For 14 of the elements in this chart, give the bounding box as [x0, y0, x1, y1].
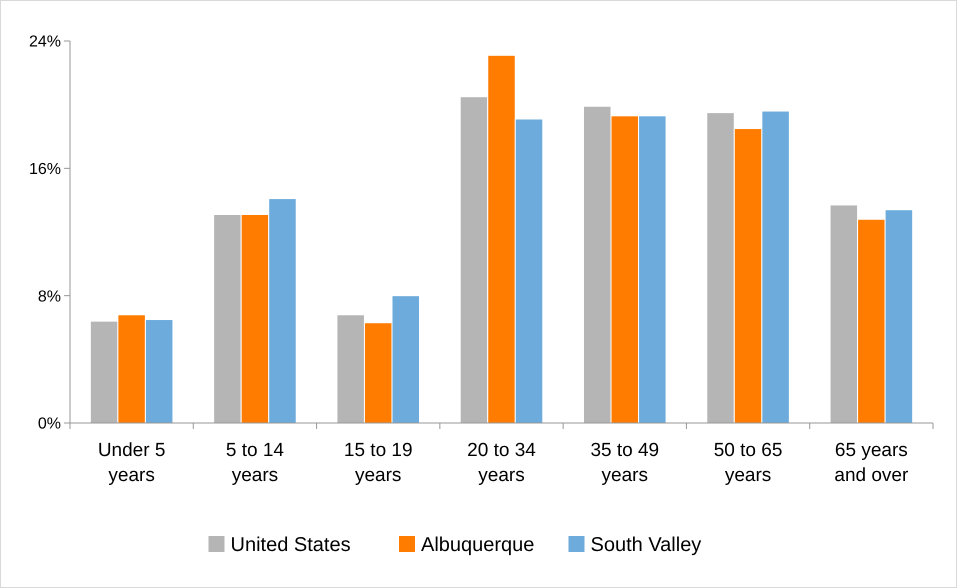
- legend-label: Albuquerque: [421, 534, 534, 556]
- y-tick-label: 0%: [38, 416, 61, 433]
- y-tick-label: 24%: [28, 34, 61, 51]
- y-tick-label: 8%: [38, 288, 61, 306]
- x-tick-label: 5 to 14 years: [226, 440, 284, 486]
- x-tick-label: 35 to 49 years: [590, 440, 660, 486]
- x-tick-label: 50 to 65 years: [714, 440, 782, 486]
- x-tick-label: 65 years and over: [834, 440, 909, 486]
- legend-label: South Valley: [590, 534, 702, 556]
- legend-label: United States: [230, 534, 351, 556]
- x-tick-label: 15 to 19 years: [344, 440, 413, 486]
- y-tick-label: 16%: [28, 160, 61, 178]
- x-tick-label: 20 to 34 years: [467, 440, 536, 486]
- x-tick-label: Under 5 years: [98, 440, 166, 486]
